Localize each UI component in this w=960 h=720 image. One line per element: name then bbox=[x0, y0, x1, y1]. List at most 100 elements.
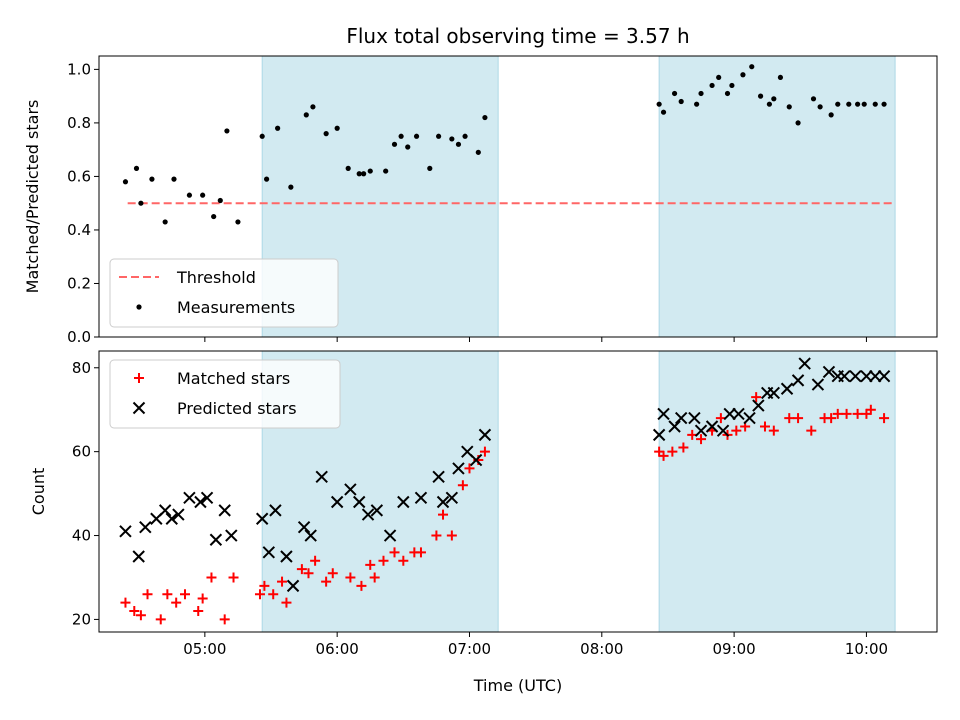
matched-star-point bbox=[120, 597, 131, 608]
predicted-star-point bbox=[652, 428, 666, 442]
predicted-star-point bbox=[445, 491, 459, 504]
measurement-point bbox=[398, 133, 404, 139]
measurement-point bbox=[771, 96, 777, 102]
predicted-star-point bbox=[657, 407, 670, 421]
predicted-star-point bbox=[869, 369, 882, 383]
predicted-star-point bbox=[877, 369, 891, 383]
matched-star-point bbox=[696, 434, 707, 445]
matched-star-point bbox=[206, 572, 217, 583]
measurement-point bbox=[817, 104, 823, 110]
y-tick-label: 0.4 bbox=[67, 221, 91, 239]
matched-star-point bbox=[751, 392, 762, 403]
measurement-point bbox=[149, 176, 155, 182]
predicted-star-point bbox=[723, 407, 736, 421]
matched-star-point bbox=[457, 480, 468, 491]
matched-star-point bbox=[193, 606, 204, 617]
predicted-star-point bbox=[860, 369, 873, 383]
measurement-point bbox=[698, 90, 704, 97]
measurement-point bbox=[211, 213, 217, 220]
matched-star-point bbox=[321, 576, 332, 587]
matched-star-point bbox=[219, 614, 230, 625]
y-tick-label: 80 bbox=[72, 359, 91, 377]
matched-star-point bbox=[228, 572, 239, 583]
predicted-star-point bbox=[798, 357, 811, 370]
measurement-point bbox=[656, 101, 662, 107]
y-axis-label: Matched/Predicted stars bbox=[23, 100, 42, 294]
matched-star-point bbox=[277, 576, 288, 587]
measurement-point bbox=[224, 128, 230, 134]
legend-matched-swatch bbox=[134, 373, 144, 383]
predicted-star-point bbox=[315, 470, 328, 484]
x-tick-label: 10:00 bbox=[845, 640, 888, 658]
predicted-star-point bbox=[688, 411, 701, 425]
measurement-point bbox=[427, 165, 433, 171]
matched-star-point bbox=[658, 450, 669, 461]
predicted-star-point bbox=[780, 382, 794, 395]
matched-star-point bbox=[369, 572, 380, 583]
predicted-star-point bbox=[194, 495, 207, 509]
matched-star-point bbox=[826, 413, 837, 424]
measurement-point bbox=[391, 141, 398, 147]
matched-star-point bbox=[197, 593, 208, 604]
y-tick-label: 40 bbox=[72, 527, 91, 545]
measurement-point bbox=[200, 192, 206, 198]
shaded-interval bbox=[658, 55, 896, 338]
measurement-point bbox=[383, 168, 389, 174]
measurement-point bbox=[709, 82, 715, 89]
matched-star-point bbox=[268, 589, 279, 600]
predicted-star-point bbox=[478, 428, 492, 442]
plot-frame bbox=[98, 55, 938, 338]
predicted-star-point bbox=[280, 550, 293, 563]
measurement-point bbox=[855, 101, 861, 107]
matched-star-point bbox=[464, 463, 475, 474]
predicted-star-point bbox=[200, 491, 214, 504]
predicted-star-point bbox=[811, 378, 825, 391]
predicted-star-point bbox=[370, 504, 384, 517]
measurement-point bbox=[259, 133, 265, 139]
matched-star-point bbox=[879, 413, 890, 424]
shaded-interval bbox=[658, 350, 896, 633]
predicted-star-point bbox=[414, 491, 428, 504]
matched-star-point bbox=[759, 421, 770, 432]
measurement-point bbox=[694, 101, 700, 107]
measurement-point bbox=[186, 192, 193, 198]
predicted-star-point bbox=[172, 508, 185, 521]
y-tick-label: 1.0 bbox=[67, 60, 91, 78]
predicted-star-point bbox=[304, 529, 317, 542]
ratio-panel: 0.0 0.2 0.4 0.6 0.8 1.0 Matched/Predicted star… bbox=[23, 55, 938, 346]
predicted-star-point bbox=[791, 374, 805, 387]
matched-star-point bbox=[129, 606, 140, 617]
predicted-star-point bbox=[286, 579, 300, 593]
measurement-point bbox=[716, 74, 722, 81]
measurement-point bbox=[482, 114, 488, 121]
predicted-star-point bbox=[139, 520, 152, 534]
matched-star-point bbox=[415, 547, 426, 558]
matched-star-point bbox=[303, 568, 314, 579]
matched-star-point bbox=[327, 568, 338, 579]
matched-star-point bbox=[806, 425, 817, 436]
measurement-point bbox=[846, 101, 852, 107]
matched-star-point bbox=[841, 408, 852, 419]
predicted-star-point bbox=[225, 529, 238, 542]
legend-label: Threshold bbox=[176, 268, 256, 287]
plot-frame bbox=[98, 350, 938, 633]
matched-star-point bbox=[345, 572, 356, 583]
predicted-star-point bbox=[849, 369, 862, 383]
legend-label: Measurements bbox=[177, 298, 295, 317]
x-tick-label: 08:00 bbox=[580, 640, 623, 658]
matched-star-point bbox=[378, 555, 389, 566]
predicted-star-point bbox=[209, 533, 223, 546]
predicted-star-point bbox=[822, 365, 836, 379]
measurement-point bbox=[275, 125, 281, 131]
matched-star-point bbox=[142, 589, 153, 600]
predicted-star-point bbox=[668, 420, 681, 433]
predicted-star-point bbox=[674, 411, 688, 425]
legend-box bbox=[109, 258, 339, 328]
predicted-star-point bbox=[165, 512, 178, 525]
matched-star-point bbox=[678, 442, 689, 453]
chart-title: Flux total observing time = 3.57 h bbox=[346, 24, 689, 48]
x-axis-label: Time (UTC) bbox=[473, 676, 562, 695]
measurement-point bbox=[786, 104, 792, 110]
matched-star-point bbox=[162, 589, 173, 600]
matched-star-point bbox=[784, 413, 795, 424]
